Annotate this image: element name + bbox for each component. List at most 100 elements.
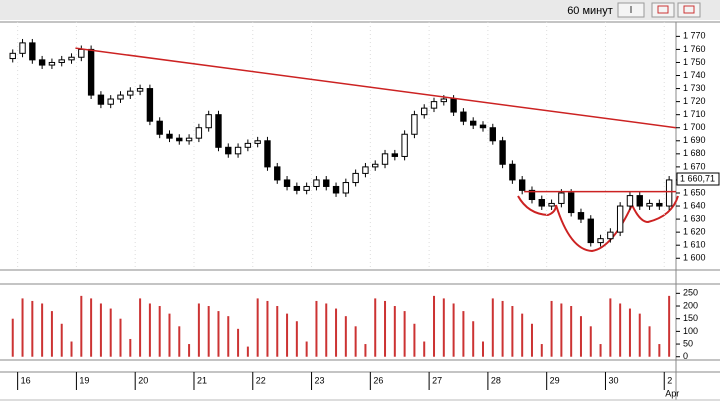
- volume-bar: [315, 300, 318, 357]
- x-tick-label: 26: [373, 375, 383, 385]
- maximize-button[interactable]: [677, 2, 701, 18]
- candle-body: [117, 94, 124, 100]
- last-price-box: [676, 172, 720, 186]
- volume-bar: [295, 321, 298, 357]
- trendline: [75, 47, 677, 129]
- volume-y-tick-label: 50: [683, 338, 693, 348]
- y-tick-label: 1 680: [683, 148, 706, 158]
- candle-body: [48, 61, 56, 66]
- volume-bar: [90, 298, 93, 357]
- x-tick-label: 22: [256, 375, 266, 385]
- y-tick-label: 1 690: [683, 135, 706, 145]
- volume-bar: [305, 341, 308, 357]
- y-tick-label: 1 730: [683, 83, 706, 93]
- volume-bar: [481, 341, 484, 357]
- volume-bar: [384, 300, 387, 357]
- volume-bar: [638, 313, 641, 357]
- candle-body: [538, 199, 545, 207]
- x-tick-label: 27: [432, 375, 442, 385]
- volume-bar: [21, 298, 24, 357]
- candle-body: [646, 202, 653, 207]
- volume-bar: [325, 303, 328, 357]
- volume-bar: [570, 306, 573, 357]
- y-tick-label: 1 770: [683, 31, 706, 41]
- volume-bar: [207, 306, 210, 357]
- volume-bar: [286, 313, 289, 357]
- volume-bar: [628, 308, 631, 357]
- candle-body: [597, 238, 604, 244]
- y-tick-label: 1 620: [683, 227, 706, 237]
- volume-bar: [403, 311, 406, 357]
- y-tick-label: 1 750: [683, 57, 706, 67]
- volume-bar: [50, 311, 53, 357]
- candle-body: [460, 111, 467, 122]
- y-tick-label: 1 650: [683, 187, 706, 197]
- candle-body: [558, 192, 565, 204]
- window-title: 60 минут: [567, 5, 613, 17]
- volume-bar: [648, 326, 651, 357]
- y-tick-label: 1 670: [683, 161, 706, 171]
- candle-body: [616, 205, 624, 233]
- candle-body: [87, 48, 95, 96]
- candle-body: [352, 172, 359, 184]
- volume-bar: [521, 313, 524, 357]
- candle-body: [225, 146, 232, 155]
- y-tick-label: 1 710: [683, 109, 706, 119]
- y-tick-label: 1 630: [683, 213, 706, 223]
- volume-bar: [41, 303, 44, 357]
- volume-bar: [354, 326, 357, 357]
- candle-body: [577, 212, 585, 220]
- x-tick-label: 16: [21, 375, 31, 385]
- volume-bar: [11, 318, 14, 357]
- volume-bar: [119, 318, 122, 357]
- volume-bar: [276, 306, 279, 357]
- volume-bar: [511, 306, 514, 357]
- candle-body: [499, 140, 506, 165]
- y-tick-label: 1 760: [683, 44, 706, 54]
- volume-bar: [589, 326, 592, 357]
- volume-bar: [237, 328, 240, 357]
- candle-body: [626, 195, 634, 207]
- candle-body: [97, 94, 105, 105]
- candle-body: [205, 114, 212, 129]
- candle-body: [656, 202, 663, 207]
- volume-y-tick-label: 250: [683, 288, 698, 298]
- y-tick-label: 1 740: [683, 70, 706, 80]
- volume-y-tick-label: 100: [683, 326, 698, 336]
- candle-body: [254, 140, 261, 144]
- right-shoulder: [631, 195, 679, 224]
- volume-bar: [452, 303, 455, 357]
- candle-body: [195, 127, 203, 139]
- volume-bar: [501, 300, 504, 357]
- volume-bar: [658, 344, 661, 357]
- volume-bar: [70, 341, 73, 357]
- candle-body: [19, 42, 26, 54]
- candle-body: [470, 120, 477, 126]
- volume-bar: [129, 338, 132, 357]
- volume-bar: [335, 308, 338, 357]
- title-bar: [0, 0, 720, 20]
- volume-bar: [423, 341, 426, 357]
- candle-body: [372, 163, 379, 168]
- volume-bar: [413, 323, 416, 357]
- candle-body: [440, 98, 448, 103]
- restore-button[interactable]: [651, 2, 675, 18]
- volume-bar: [462, 311, 465, 357]
- candle-body: [215, 114, 222, 148]
- volume-bar: [217, 311, 220, 357]
- volume-bar: [393, 306, 396, 357]
- volume-bar: [599, 344, 602, 357]
- volume-bar: [197, 303, 200, 357]
- volume-bar: [550, 300, 553, 357]
- candle-body: [78, 48, 85, 58]
- volume-bar: [530, 323, 533, 357]
- left-shoulder: [517, 195, 557, 217]
- volume-bar: [266, 300, 269, 357]
- volume-bar: [109, 308, 112, 357]
- volume-bar: [256, 298, 259, 357]
- candle-body: [479, 124, 487, 129]
- candle-body: [607, 231, 614, 240]
- volume-y-tick-label: 200: [683, 300, 698, 310]
